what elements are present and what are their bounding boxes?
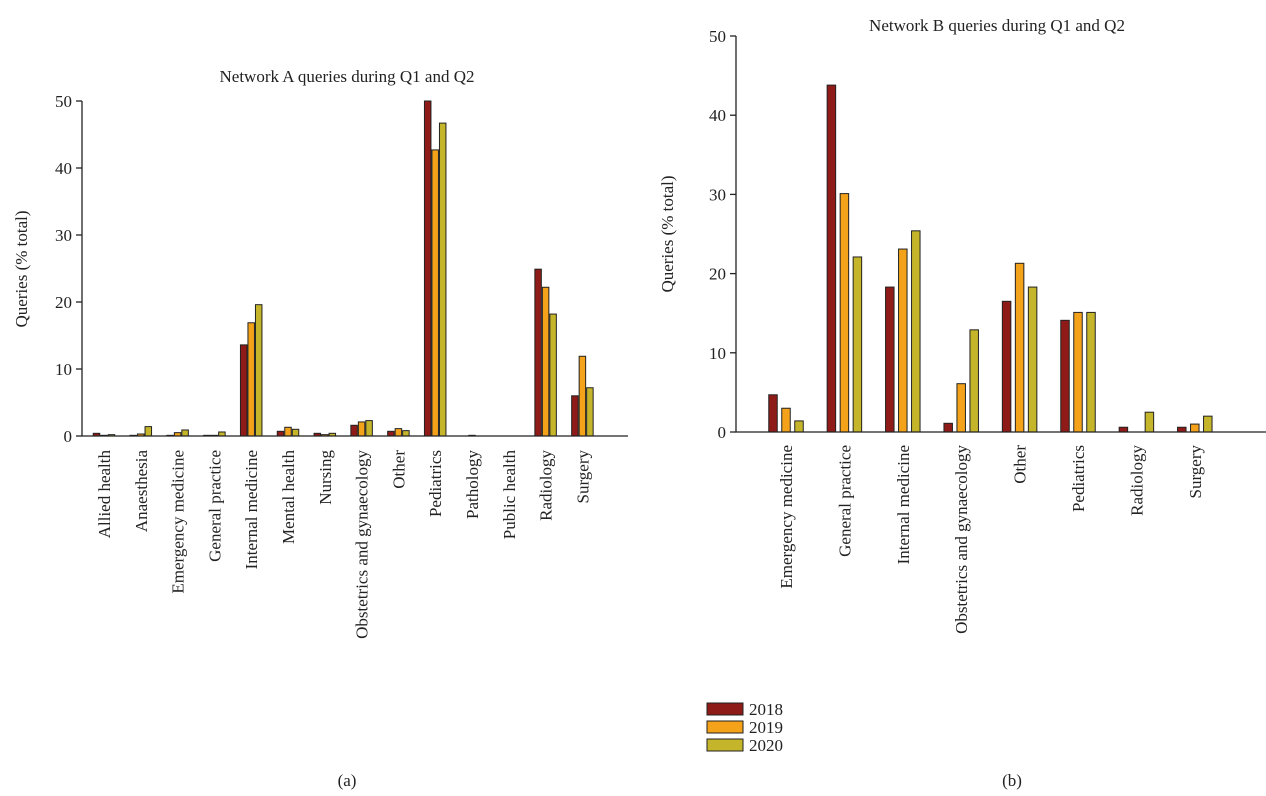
- panel-a-category-label: Anaesthesia: [132, 450, 151, 533]
- panel-b-bar-2020: [911, 230, 921, 433]
- panel-a-category-label: Radiology: [537, 450, 556, 521]
- panel-a-category-label: General practice: [205, 450, 224, 562]
- panel-b-bar-2019: [839, 193, 850, 433]
- panel-a-bar-2019: [541, 286, 550, 437]
- panel-a-y-tick-label: 10: [55, 360, 72, 379]
- panel-a-bar-2018: [276, 430, 285, 437]
- panel-b-bar-2018: [1060, 319, 1070, 433]
- panel-b-bar-2019: [1190, 423, 1200, 433]
- panel-b-bar-2020: [852, 256, 863, 433]
- panel-a-category-label: Internal medicine: [242, 450, 261, 569]
- panel-a-y-tick-label: 40: [55, 159, 72, 178]
- panel-b-y-axis-label: Queries (% total): [658, 175, 677, 292]
- legend-label-2019: 2019: [749, 718, 783, 737]
- panel-b-category-label: General practice: [835, 445, 854, 557]
- panel-a-bar-2020: [549, 313, 557, 437]
- legend: 2018 2019 2020: [706, 700, 783, 755]
- panel-b-label: (b): [1002, 771, 1022, 790]
- panel-a-bar-2018: [239, 344, 248, 437]
- panel-b-category-label: Pediatrics: [1069, 445, 1088, 512]
- panel-a-category-label: Obstetrics and gynaecology: [353, 450, 372, 639]
- panel-a-y-axis-label: Queries (% total): [12, 210, 31, 327]
- panel-b-bar-2018: [1118, 426, 1129, 433]
- legend-swatch-2019: [706, 720, 744, 734]
- panel-a-label: (a): [338, 771, 357, 790]
- panel-b-bar-2020: [794, 420, 804, 433]
- panel-b-bar-2020: [1203, 415, 1213, 433]
- panel-a-category-label: Emergency medicine: [169, 450, 188, 594]
- panel-a-y-tick-label: 0: [64, 427, 73, 446]
- panel-a-bar-2019: [247, 322, 255, 437]
- panel-a-y-tick-label: 30: [55, 226, 72, 245]
- panel-a-bar-2019: [284, 426, 292, 437]
- panel-b-category-label: Emergency medicine: [777, 445, 796, 589]
- panel-a-category-label: Mental health: [279, 450, 298, 544]
- panel-a-y-tick-label: 20: [55, 293, 72, 312]
- panel-b-y-tick-label: 10: [709, 344, 726, 363]
- panel-b-title: Network B queries during Q1 and Q2: [869, 16, 1125, 35]
- panel-b-chart: Network B queries during Q1 and Q2 Queri…: [658, 16, 1266, 790]
- panel-b-bar-2020: [1027, 286, 1038, 433]
- panel-a-bar-2020: [586, 387, 594, 437]
- legend-swatch-2018: [706, 702, 744, 716]
- panel-b-bar-2018: [826, 84, 837, 433]
- panel-a-bar-2019: [578, 355, 587, 437]
- panel-a-axes: [81, 101, 628, 437]
- panel-a-bar-2020: [365, 420, 373, 437]
- panel-b-bar-2018: [943, 422, 953, 433]
- panel-a-bar-2018: [423, 100, 432, 437]
- panel-b-bar-2020: [1144, 411, 1155, 433]
- panel-a-bar-2019: [431, 149, 439, 437]
- panel-a-bar-2018: [350, 424, 358, 437]
- panel-a-bar-2020: [181, 429, 189, 437]
- panel-a-category-label: Allied health: [95, 450, 114, 539]
- panel-a-category-label: Nursing: [316, 450, 335, 505]
- legend-label-2018: 2018: [749, 700, 783, 719]
- panel-a-bar-2018: [534, 268, 542, 437]
- panel-a-category-label: Public health: [500, 450, 519, 540]
- panel-a-bar-2020: [402, 430, 410, 437]
- panel-a-category-label: Pathology: [463, 450, 482, 519]
- panel-a-bar-2020: [254, 304, 263, 437]
- panel-a-bar-2019: [394, 428, 403, 437]
- panel-b-category-label: Other: [1011, 445, 1030, 484]
- panel-b-bar-2019: [1073, 311, 1083, 433]
- panel-b-bar-2020: [1086, 311, 1096, 433]
- panel-b-bar-2019: [898, 248, 908, 433]
- panel-b-bar-2019: [956, 383, 966, 433]
- panel-b-category-label: Obstetrics and gynaecology: [952, 445, 971, 634]
- panel-b-axes: [735, 36, 1266, 433]
- panel-a-bar-2020: [438, 122, 447, 437]
- panel-b-category-label: Internal medicine: [894, 445, 913, 564]
- panel-a-category-label: Surgery: [573, 450, 592, 504]
- panel-b-bar-2020: [969, 329, 979, 433]
- panel-b-bar-2018: [768, 394, 778, 433]
- panel-b-bar-2018: [885, 286, 895, 433]
- panel-b-bar-2018: [1177, 426, 1187, 433]
- legend-label-2020: 2020: [749, 736, 783, 755]
- panel-a-title: Network A queries during Q1 and Q2: [220, 67, 475, 86]
- panel-b-bar-2019: [781, 407, 791, 433]
- panel-a-category-label: Pediatrics: [426, 450, 445, 517]
- panel-a-chart: Network A queries during Q1 and Q2 Queri…: [12, 67, 628, 790]
- panel-a-y-tick-label: 50: [55, 92, 72, 111]
- panel-a-bar-2019: [357, 421, 366, 437]
- panel-a-bar-2020: [144, 426, 153, 437]
- panel-a-bar-2020: [291, 428, 300, 437]
- panel-b-y-tick-label: 30: [709, 185, 726, 204]
- panel-b-bar-2019: [1014, 262, 1025, 433]
- panel-b-y-tick-label: 0: [718, 423, 727, 442]
- panel-b-bar-2018: [1001, 300, 1012, 433]
- panel-b-y-tick-label: 50: [709, 27, 726, 46]
- legend-swatch-2020: [706, 738, 744, 752]
- panel-b-category-label: Radiology: [1127, 445, 1146, 516]
- panel-b-category-label: Surgery: [1186, 445, 1205, 499]
- panel-b-y-tick-label: 20: [709, 265, 726, 284]
- panel-a-bar-2018: [571, 395, 579, 437]
- panel-b-y-tick-label: 40: [709, 106, 726, 125]
- panel-a-bar-2018: [387, 430, 395, 437]
- panel-a-category-label: Other: [389, 450, 408, 489]
